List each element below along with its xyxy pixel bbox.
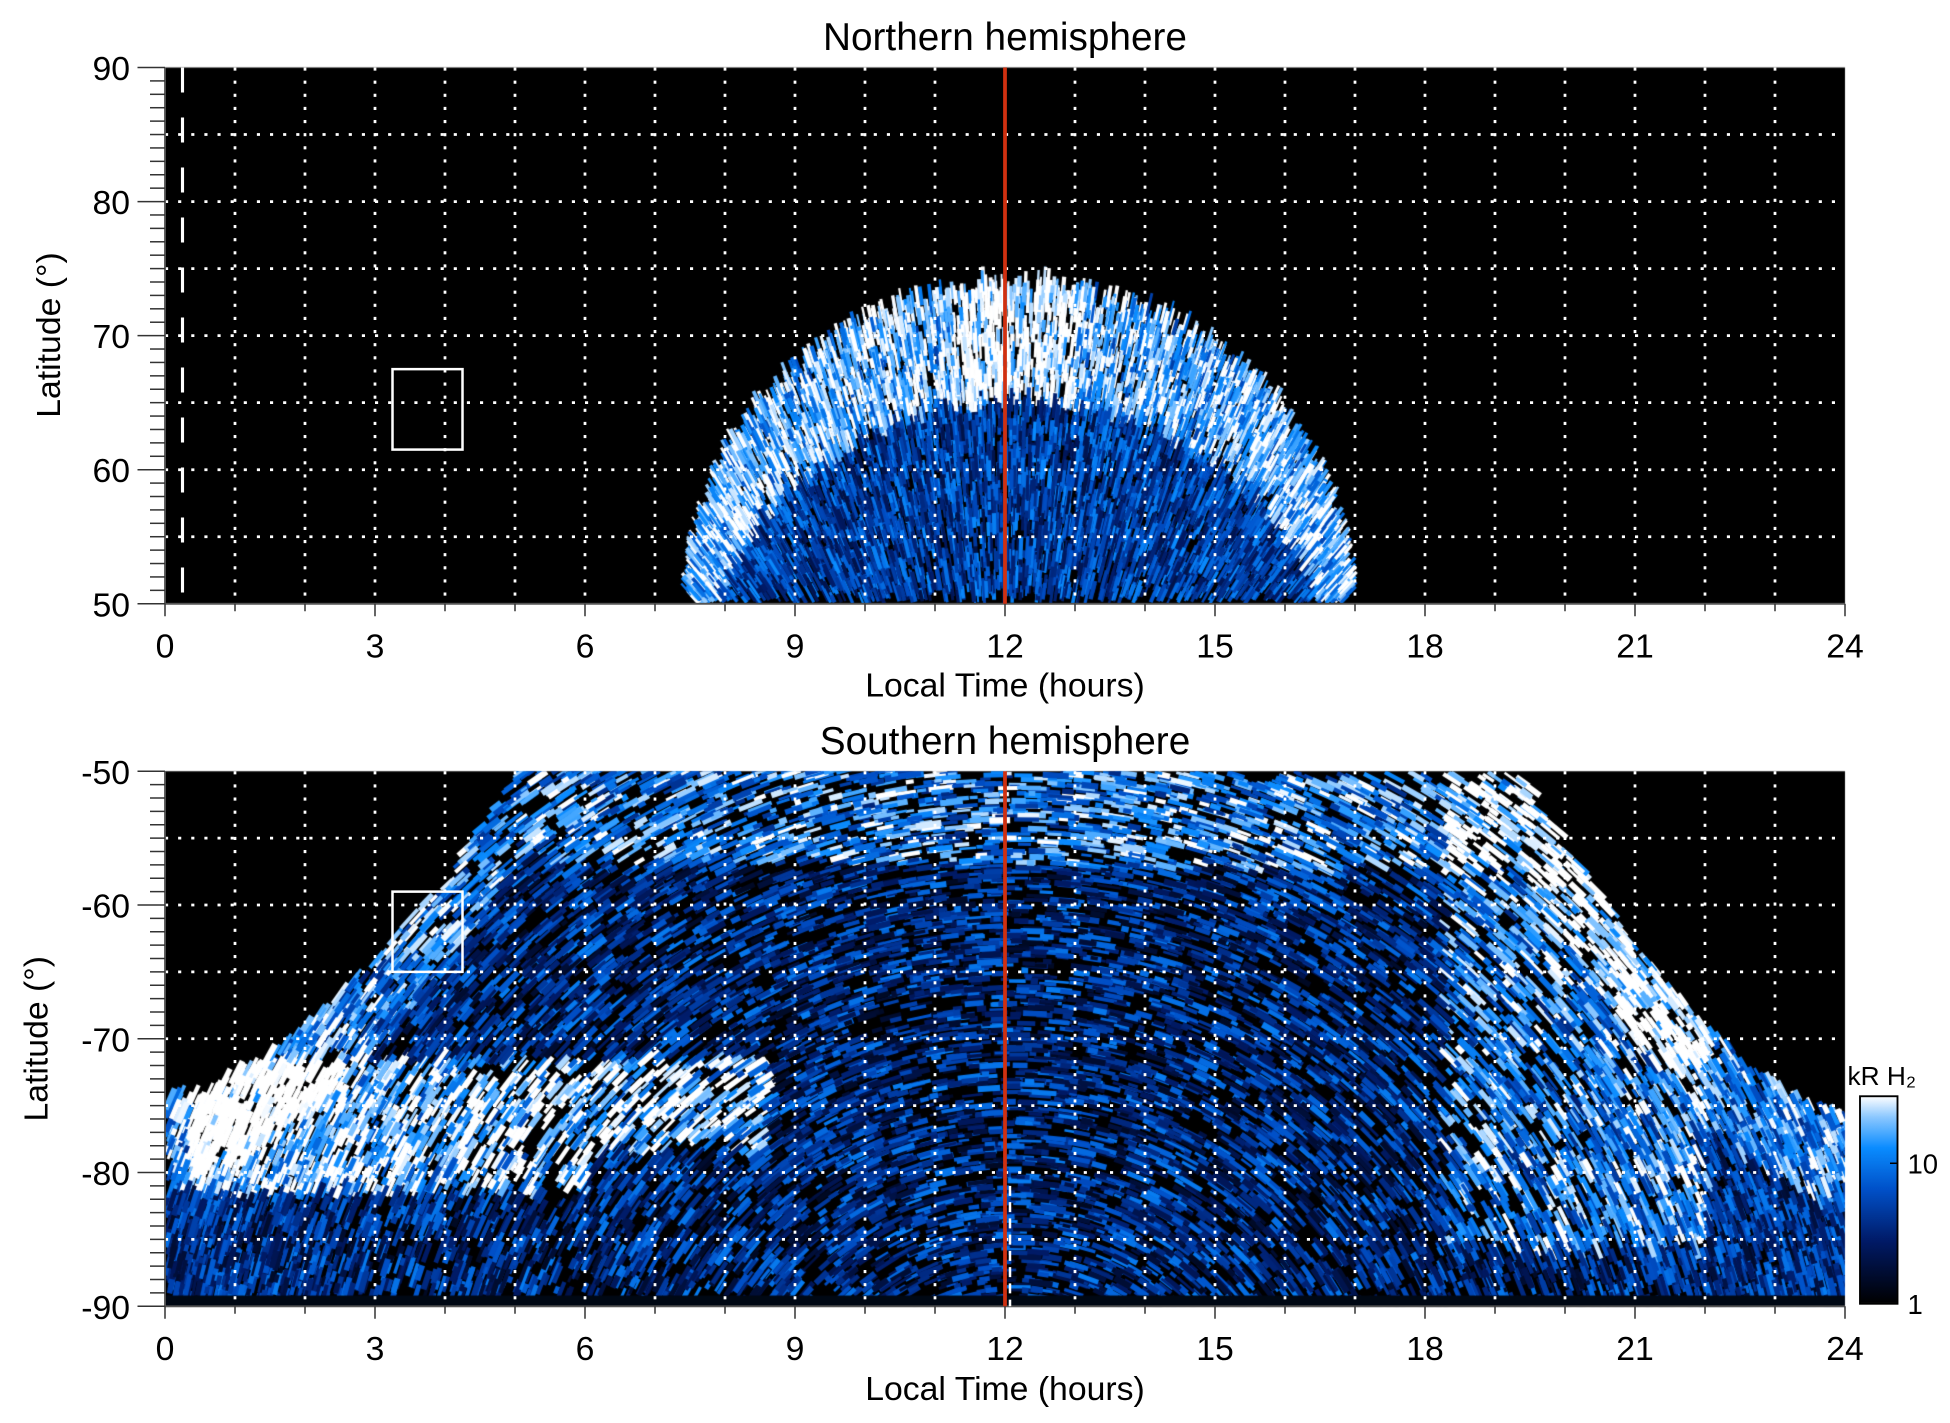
y-tick-label: -60	[81, 888, 130, 926]
x-tick-label: 3	[366, 1330, 385, 1368]
y-tick-label: 50	[92, 586, 130, 624]
y-tick-label: 80	[92, 184, 130, 222]
south-title: Southern hemisphere	[820, 720, 1191, 763]
y-tick-label: -50	[81, 754, 130, 792]
colorbar-tick-label: 10	[1908, 1148, 1939, 1179]
y-tick-label: -80	[81, 1155, 130, 1193]
x-tick-label: 12	[986, 628, 1024, 666]
x-tick-label: 9	[786, 1330, 805, 1368]
y-tick-label: 90	[92, 50, 130, 88]
x-tick-label: 15	[1196, 628, 1234, 666]
north-xlabel: Local Time (hours)	[865, 666, 1144, 704]
colorbar-frame	[1859, 1095, 1899, 1305]
x-tick-label: 3	[366, 628, 385, 666]
y-tick-label: -90	[81, 1289, 130, 1327]
x-tick-label: 18	[1406, 1330, 1444, 1368]
colorbar-tick-label: 1	[1908, 1289, 1923, 1320]
colorbar: 10 1	[1859, 1095, 1939, 1320]
y-tick-label: -70	[81, 1021, 130, 1059]
region-box	[391, 890, 464, 974]
north-title: Northern hemisphere	[823, 16, 1187, 59]
x-tick-label: 24	[1826, 1330, 1864, 1368]
x-tick-label: 24	[1826, 628, 1864, 666]
south-xlabel: Local Time (hours)	[865, 1370, 1144, 1408]
colorbar-label: kR H₂	[1848, 1061, 1917, 1091]
x-tick-label: 18	[1406, 628, 1444, 666]
x-tick-label: 15	[1196, 1330, 1234, 1368]
x-tick-label: 12	[986, 1330, 1024, 1368]
south-ylabel: Latitude (°)	[18, 956, 56, 1121]
y-tick-label: 70	[92, 318, 130, 356]
x-tick-label: 0	[156, 1330, 175, 1368]
x-tick-label: 21	[1616, 628, 1654, 666]
region-box	[391, 367, 464, 451]
x-tick-label: 21	[1616, 1330, 1654, 1368]
north-ylabel: Latitude (°)	[30, 252, 68, 417]
south-panel: -50 -60 -70 -80 -90 0 3 6 9 12 15 18 21 24	[81, 754, 1864, 1368]
x-tick-label: 9	[786, 628, 805, 666]
x-tick-label: 6	[576, 1330, 595, 1368]
x-tick-label: 6	[576, 628, 595, 666]
north-panel: 90 80 70 60 50 0 3 6 9 12 15 18 21 24	[92, 50, 1863, 666]
y-tick-label: 60	[92, 452, 130, 490]
x-tick-label: 0	[156, 628, 175, 666]
